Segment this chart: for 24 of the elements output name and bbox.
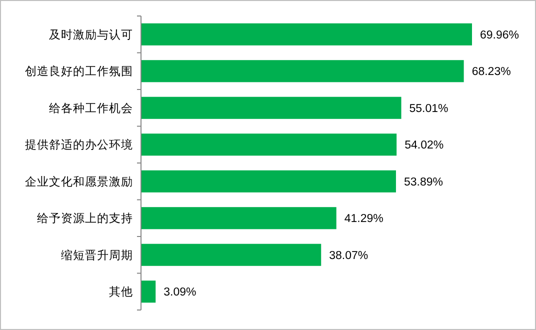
y-tick-label: 给予资源上的支持 bbox=[37, 211, 133, 226]
data-label: 55.01% bbox=[409, 102, 448, 115]
bar bbox=[141, 96, 402, 119]
data-label: 3.09% bbox=[164, 286, 196, 299]
bar bbox=[141, 23, 472, 46]
bar bbox=[141, 134, 397, 156]
y-tick-label: 给各种工作机会 bbox=[49, 100, 133, 115]
bar bbox=[141, 60, 464, 82]
data-label: 41.29% bbox=[344, 213, 384, 226]
data-label: 53.89% bbox=[404, 176, 443, 188]
data-label: 38.07% bbox=[329, 250, 368, 262]
y-tick-label: 提供舒适的办公环境 bbox=[25, 138, 133, 152]
bar bbox=[141, 280, 156, 303]
bar bbox=[141, 170, 396, 192]
y-tick-label: 及时激励与认可 bbox=[49, 27, 133, 42]
y-tick-label: 创造良好的工作氛围 bbox=[25, 64, 133, 78]
bar bbox=[141, 207, 336, 230]
data-label: 54.02% bbox=[404, 140, 444, 152]
y-tick-label: 缩短晋升周期 bbox=[61, 248, 133, 262]
y-tick-label: 企业文化和愿景激励 bbox=[25, 174, 133, 188]
data-label: 69.96% bbox=[480, 29, 520, 42]
data-label: 68.23% bbox=[472, 66, 511, 78]
bar bbox=[141, 244, 322, 266]
y-tick-label: 其他 bbox=[109, 284, 133, 299]
